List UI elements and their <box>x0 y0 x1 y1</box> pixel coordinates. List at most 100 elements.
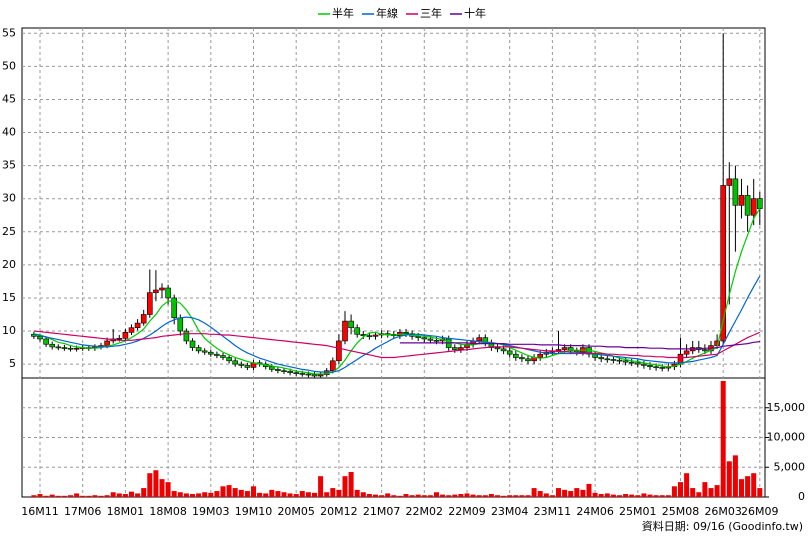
volume-bar <box>641 493 647 497</box>
candle-body <box>366 335 373 337</box>
candle-body <box>342 320 348 342</box>
volume-bar <box>653 495 659 497</box>
volume-bar <box>696 492 702 497</box>
volume-bar <box>647 494 653 497</box>
candle-body <box>451 347 458 350</box>
volume-bar <box>275 491 281 497</box>
candle-body <box>525 358 531 362</box>
candle-body <box>305 373 312 376</box>
volume-bar <box>293 494 299 497</box>
volume-bar <box>110 492 116 497</box>
x-tick-label: 19M03 <box>192 505 230 518</box>
x-tick-label: 26M03 <box>704 505 742 518</box>
volume-tick-label: 10,000 <box>767 431 806 444</box>
candle-body <box>55 346 62 349</box>
volume-bar <box>183 493 189 497</box>
x-tick-label: 18M01 <box>107 505 145 518</box>
plot-frame <box>21 27 766 498</box>
volume-bar <box>354 489 360 497</box>
volume-bar <box>592 492 598 497</box>
volume-bar <box>220 486 226 497</box>
volume-tick-label: 5,000 <box>774 460 806 473</box>
volume-bar <box>251 486 256 497</box>
volume-bar <box>665 495 671 497</box>
volume-bar <box>391 495 397 497</box>
volume-bar <box>159 479 165 497</box>
y-tick-label: 55 <box>2 26 16 39</box>
ma-line <box>33 275 761 373</box>
candle-body <box>634 362 641 365</box>
ma-line <box>399 341 760 350</box>
candle-body <box>372 334 379 337</box>
volume-bar <box>537 491 543 497</box>
candle-body <box>421 337 428 340</box>
volume-bar <box>61 495 67 497</box>
candle-body <box>555 349 562 352</box>
volume-bar <box>427 495 433 497</box>
x-tick-label: 22M09 <box>448 505 486 518</box>
candle-body <box>403 332 409 334</box>
candle-body <box>73 347 80 350</box>
candle-body <box>506 350 513 355</box>
candle-body <box>189 340 196 348</box>
volume-bar <box>415 494 421 497</box>
volume-bar <box>519 495 525 497</box>
candle-body <box>476 337 483 342</box>
candle-body <box>750 198 757 216</box>
x-tick-label: 22M02 <box>406 505 444 518</box>
volume-bar <box>244 491 250 497</box>
volume-bar <box>580 489 586 497</box>
volume-bar <box>671 486 677 497</box>
volume-bar <box>373 494 378 497</box>
candle-body <box>293 372 300 375</box>
volume-bar <box>360 492 366 497</box>
volume-bar <box>440 494 446 497</box>
volume-bar <box>153 470 159 497</box>
candle-body <box>238 363 245 366</box>
candle-body <box>134 322 141 329</box>
candle-body <box>140 314 147 324</box>
candle-body <box>512 353 519 358</box>
ma-line <box>33 208 761 375</box>
candle-body <box>232 360 238 365</box>
legend-label: 半年 <box>332 6 354 20</box>
volume-bar <box>49 494 55 497</box>
volume-bar <box>190 494 195 497</box>
volume-bar <box>482 495 488 497</box>
candle-body <box>49 343 56 348</box>
candle-body <box>427 338 434 341</box>
x-tick-label: 18M08 <box>149 505 187 518</box>
candle-body <box>433 339 440 342</box>
x-tick-label: 20M12 <box>320 505 358 518</box>
ma-line <box>33 330 761 359</box>
candle-body <box>702 349 708 352</box>
candle-body <box>598 357 605 360</box>
volume-bar <box>525 495 531 497</box>
volume-bar <box>80 495 86 497</box>
legend-label: 年線 <box>376 6 398 20</box>
volume-bar <box>397 495 403 497</box>
volume-bar <box>452 494 458 497</box>
candle-body <box>653 366 659 369</box>
candle-body <box>226 357 232 362</box>
candle-body <box>604 358 611 361</box>
candle-body <box>153 289 159 293</box>
candle-body <box>122 332 129 339</box>
candle-body <box>61 347 68 349</box>
y-tick-label: 20 <box>2 258 16 271</box>
candle-body <box>561 347 568 350</box>
candle-body <box>458 347 464 350</box>
x-tick-label: 17M06 <box>64 505 102 518</box>
candle-body <box>183 330 190 342</box>
volume-bar <box>43 495 49 497</box>
volume-bar <box>342 476 348 497</box>
volume-bar <box>141 488 147 497</box>
x-tick-label: 25M01 <box>619 505 657 518</box>
volume-bar <box>476 495 482 497</box>
candle-body <box>726 178 733 186</box>
volume-bar <box>318 476 324 497</box>
volume-bar <box>281 492 287 497</box>
candle-body <box>732 178 739 206</box>
volume-bar <box>574 488 580 497</box>
volume-bar <box>464 493 470 497</box>
